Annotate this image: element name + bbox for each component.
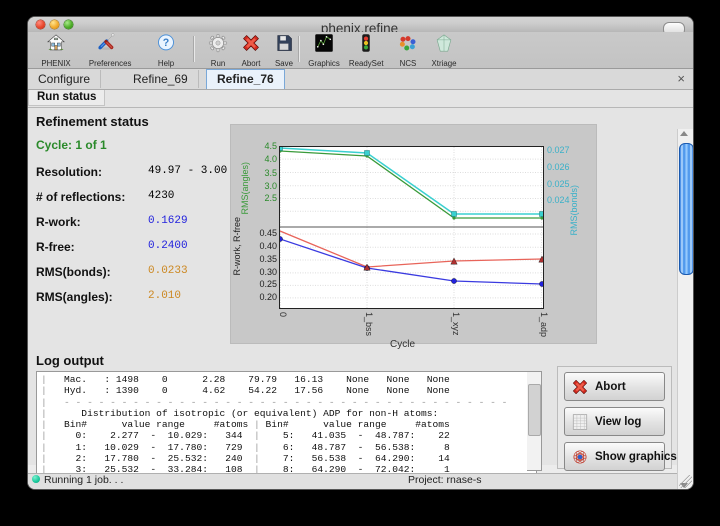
svg-text:?: ? — [163, 37, 169, 49]
